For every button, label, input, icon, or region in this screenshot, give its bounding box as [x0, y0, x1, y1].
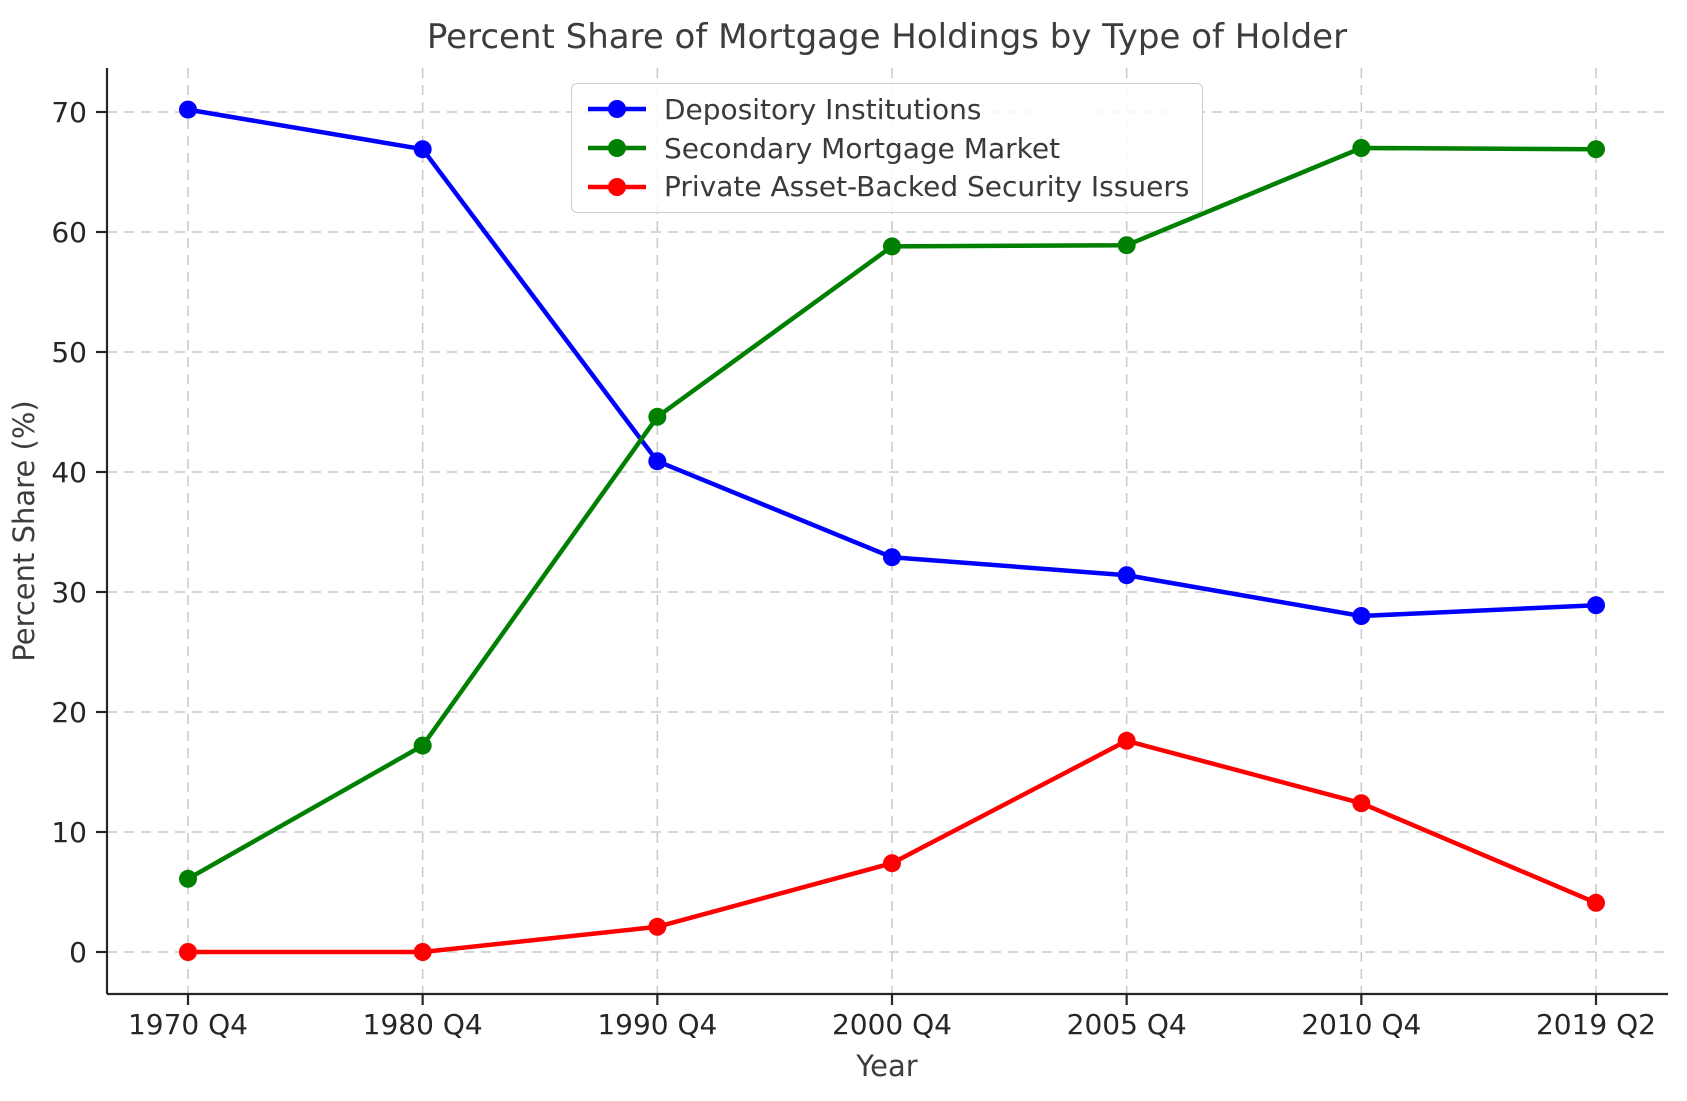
- legend: Depository Institutions Secondary Mortga…: [571, 83, 1203, 213]
- chart-title: Percent Share of Mortgage Holdings by Ty…: [427, 17, 1347, 57]
- data-point: [179, 869, 197, 888]
- data-point: [179, 100, 197, 119]
- legend-item: Private Asset-Backed Security Issuers: [586, 167, 1190, 206]
- y-tick-label: 0: [69, 936, 87, 969]
- x-tick-label: 2000 Q4: [832, 1008, 952, 1041]
- data-point: [883, 237, 901, 256]
- axes-spines: [105, 68, 1668, 996]
- data-point: [1587, 140, 1605, 159]
- y-tick-label: 50: [51, 336, 87, 369]
- x-tick-label: 1990 Q4: [597, 1008, 717, 1041]
- x-tick-label: 1980 Q4: [363, 1008, 483, 1041]
- legend-label: Secondary Mortgage Market: [664, 131, 1061, 165]
- y-tick-label: 20: [51, 696, 87, 729]
- data-point: [1587, 596, 1605, 615]
- y-tick-label: 30: [51, 576, 87, 609]
- legend-item: Depository Institutions: [586, 90, 1188, 129]
- data-point: [883, 854, 901, 873]
- data-point: [883, 548, 901, 567]
- legend-line-marker-icon: [588, 139, 646, 157]
- y-tick-label: 60: [51, 216, 87, 249]
- legend-label: Private Asset-Backed Security Issuers: [664, 170, 1190, 204]
- data-point: [648, 452, 667, 471]
- legend-line-marker-icon: [588, 177, 646, 196]
- x-tick-label: 1970 Q4: [128, 1008, 248, 1041]
- x-tick-label: 2005 Q4: [1067, 1008, 1187, 1041]
- data-point: [1117, 566, 1136, 585]
- legend-label: Depository Institutions: [664, 92, 982, 126]
- y-tick-label: 10: [51, 816, 87, 849]
- data-point: [648, 407, 667, 426]
- data-point: [413, 140, 432, 159]
- data-point: [1352, 607, 1371, 625]
- data-point: [1587, 893, 1605, 912]
- x-tick-label: 2019 Q2: [1536, 1008, 1656, 1041]
- data-series: [179, 100, 1605, 961]
- data-point: [1117, 236, 1136, 255]
- data-point: [413, 943, 432, 961]
- legend-item: Secondary Mortgage Market: [586, 129, 1188, 168]
- y-axis-label: Percent Share (%): [7, 400, 41, 661]
- data-point: [1117, 731, 1136, 750]
- tick-labels: 0 10 20 30 40 50 60 70 1970 Q4 1980 Q4 1990 Q4 2000…: [51, 96, 1656, 1041]
- y-tick-label: 40: [51, 456, 87, 489]
- x-axis-label: Year: [855, 1049, 917, 1083]
- data-point: [648, 917, 667, 936]
- legend-line-marker-icon: [588, 100, 646, 119]
- tick-marks: [96, 110, 1598, 1005]
- x-tick-label: 2010 Q4: [1301, 1008, 1421, 1041]
- data-point: [179, 943, 197, 961]
- y-tick-label: 70: [51, 96, 87, 129]
- data-point: [1352, 794, 1371, 813]
- gridlines: [107, 68, 1668, 994]
- data-point: [1352, 139, 1371, 157]
- data-point: [413, 736, 432, 755]
